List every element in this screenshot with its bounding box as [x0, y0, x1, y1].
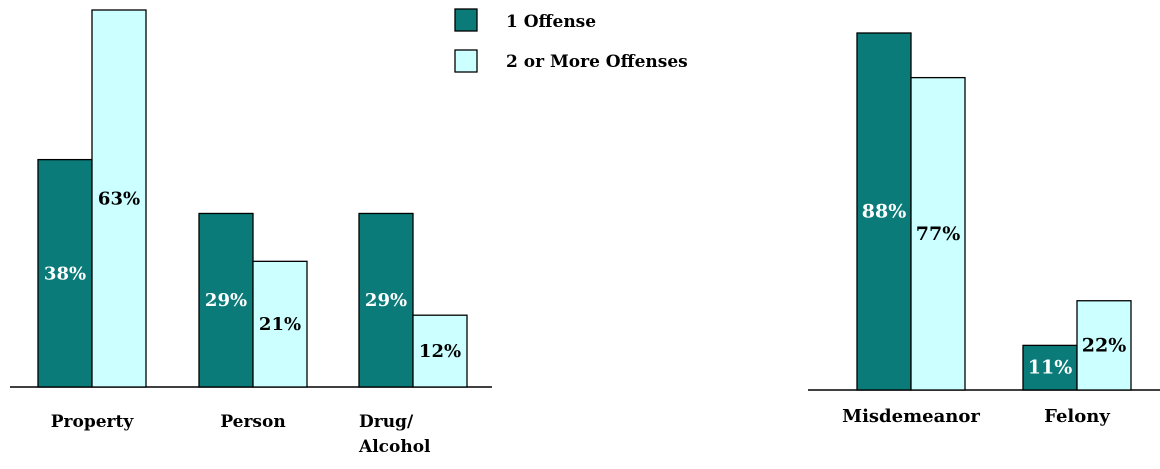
- bar-misdemeanor-1-offense: [856, 32, 912, 391]
- legend-swatch-1-offense: [454, 8, 478, 32]
- bar-felony-1-offense: [1022, 344, 1078, 391]
- value-label-felony-1-offense: 11%: [1028, 357, 1073, 379]
- value-label-drug-alcohol-2-or-more-offenses: 12%: [419, 341, 461, 362]
- value-label-felony-2-or-more-offenses: 22%: [1082, 334, 1127, 356]
- bar-drug-alcohol-1-offense: [358, 212, 414, 388]
- offense-type-chart: 38% 63% Property 29% 21% Person 29% 12% Drug/Alc…: [10, 9, 492, 457]
- category-label-drug-alcohol: Drug/Alcohol: [358, 412, 431, 457]
- legend: 1 Offense 2 or More Offenses: [454, 8, 688, 73]
- category-label-felony: Felony: [1044, 406, 1110, 427]
- value-label-property-2-or-more-offenses: 63%: [98, 189, 140, 210]
- offense-severity-chart: 88% 77% Misdemeanor 11% 22% Felony: [808, 32, 1160, 427]
- value-label-misdemeanor-1-offense: 88%: [862, 201, 907, 223]
- category-label-person: Person: [220, 412, 285, 432]
- bar-person-2-or-more-offenses: [252, 260, 308, 388]
- legend-label-2-or-more-offenses: 2 or More Offenses: [506, 52, 688, 72]
- category-label-misdemeanor: Misdemeanor: [842, 406, 980, 427]
- value-label-person-2-or-more-offenses: 21%: [259, 314, 301, 335]
- category-label-property: Property: [51, 412, 135, 432]
- value-label-person-1-offense: 29%: [205, 290, 247, 311]
- value-label-property-1-offense: 38%: [44, 263, 86, 284]
- legend-swatch-2-or-more-offenses: [454, 49, 478, 73]
- value-label-drug-alcohol-1-offense: 29%: [365, 290, 407, 311]
- legend-label-1-offense: 1 Offense: [506, 12, 596, 32]
- bar-person-1-offense: [198, 212, 254, 388]
- bar-property-2-or-more-offenses: [91, 9, 147, 388]
- bar-drug-alcohol-2-or-more-offenses: [412, 314, 468, 388]
- bar-misdemeanor-2-or-more-offenses: [910, 76, 966, 391]
- value-label-misdemeanor-2-or-more-offenses: 77%: [916, 223, 961, 245]
- bar-felony-2-or-more-offenses: [1076, 300, 1132, 391]
